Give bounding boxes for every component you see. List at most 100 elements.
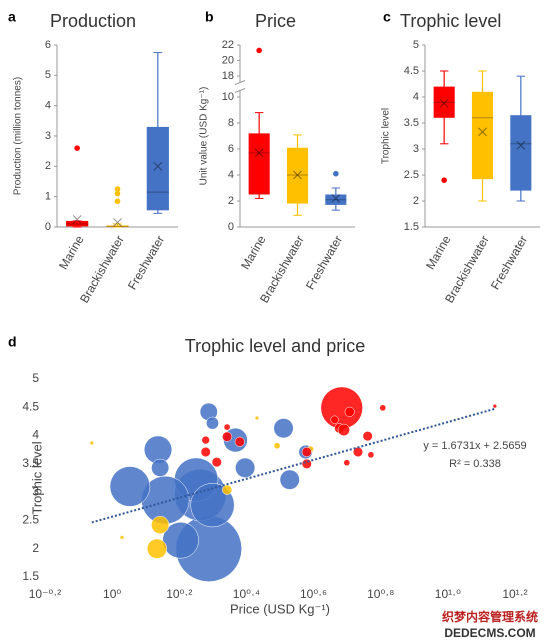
y-tick-label: 20 bbox=[222, 54, 234, 66]
x-tick-label: Brackishwater bbox=[77, 233, 127, 305]
bubble bbox=[119, 535, 125, 540]
x-tick-label: 10¹·² bbox=[502, 587, 527, 601]
trendline bbox=[91, 407, 496, 524]
y-tick-label: 1 bbox=[45, 191, 51, 203]
axis-break bbox=[234, 88, 246, 93]
y-tick-label: 0 bbox=[228, 221, 234, 233]
bubble bbox=[330, 415, 339, 424]
panel-label: b bbox=[205, 9, 214, 25]
y-tick-label: 4 bbox=[32, 428, 39, 442]
y-axis-label: Production (million tonnes) bbox=[13, 77, 24, 195]
y-tick-label: 2.5 bbox=[404, 169, 419, 181]
x-tick-label: Marine bbox=[56, 233, 87, 272]
y-tick-label: 22 bbox=[222, 39, 234, 51]
y-axis-label: Trophic level bbox=[381, 108, 392, 164]
y-tick-label: 3.5 bbox=[404, 117, 419, 129]
outlier bbox=[114, 186, 121, 192]
y-tick-label: 2.5 bbox=[22, 513, 39, 527]
y-tick-label: 2 bbox=[228, 195, 234, 207]
bubble bbox=[211, 457, 222, 468]
x-tick-label: Freshwater bbox=[303, 233, 345, 292]
watermark: 织梦内容管理系统 bbox=[442, 609, 538, 624]
axis-break bbox=[234, 80, 246, 85]
outlier bbox=[114, 198, 121, 205]
y-tick-label: 5 bbox=[32, 371, 39, 385]
outlier bbox=[256, 47, 262, 54]
y-tick-label: 0 bbox=[45, 221, 51, 233]
bubble bbox=[367, 451, 375, 459]
mean-marker bbox=[72, 215, 82, 224]
bubble bbox=[362, 431, 373, 442]
mean-marker bbox=[516, 141, 526, 150]
box bbox=[106, 225, 129, 227]
x-tick-label: Freshwater bbox=[488, 233, 530, 292]
y-tick-label: 4.5 bbox=[22, 399, 39, 413]
bubble bbox=[273, 442, 281, 450]
outlier bbox=[114, 190, 121, 197]
bubble bbox=[162, 521, 199, 559]
x-tick-label: 10⁰·⁶ bbox=[300, 587, 327, 601]
y-tick-label: 2 bbox=[32, 541, 39, 555]
bubble bbox=[379, 404, 387, 412]
bubble bbox=[206, 416, 219, 430]
bubble bbox=[222, 484, 233, 495]
bubble bbox=[109, 466, 151, 507]
x-tick-label: 10⁰·² bbox=[166, 587, 192, 601]
y-tick-label: 4.5 bbox=[404, 65, 419, 77]
bubble bbox=[234, 436, 245, 447]
y-tick-label: 8 bbox=[228, 117, 234, 129]
mean-marker bbox=[113, 218, 122, 227]
y-axis-label: Unit value (USD Kg⁻¹) bbox=[199, 87, 210, 186]
panel-label: a bbox=[8, 9, 16, 25]
chart-title: Trophic level and price bbox=[185, 336, 365, 356]
y-tick-label: 4 bbox=[45, 100, 51, 112]
mean-marker bbox=[331, 194, 341, 203]
y-tick-label: 1.5 bbox=[22, 569, 39, 583]
box bbox=[248, 133, 270, 195]
x-tick-label: 10⁻⁰·² bbox=[29, 587, 61, 601]
mean-marker bbox=[254, 148, 264, 158]
y-tick-label: 18 bbox=[222, 70, 234, 82]
y-tick-label: 6 bbox=[45, 39, 51, 51]
panel-label: d bbox=[8, 334, 17, 350]
y-tick-label: 1.5 bbox=[404, 221, 419, 233]
bubble bbox=[151, 515, 170, 534]
trendline-equation: y = 1.6731x + 2.5659 bbox=[423, 440, 526, 452]
bubble bbox=[254, 415, 260, 421]
bubble bbox=[492, 403, 498, 409]
mean-marker bbox=[439, 98, 449, 108]
y-tick-label: 3 bbox=[413, 143, 419, 155]
bubble bbox=[344, 406, 355, 417]
y-tick-label: 5 bbox=[45, 69, 51, 81]
box bbox=[146, 126, 169, 211]
chart-title: Price bbox=[255, 11, 296, 31]
outlier bbox=[333, 170, 339, 177]
bubble bbox=[222, 431, 233, 442]
panel-label: c bbox=[383, 9, 391, 25]
chart-title: Production bbox=[50, 11, 136, 31]
bubble bbox=[301, 446, 312, 458]
bubble bbox=[343, 459, 351, 467]
bubble bbox=[235, 457, 256, 478]
x-tick-label: Freshwater bbox=[125, 233, 167, 292]
outlier bbox=[441, 177, 447, 183]
box bbox=[286, 147, 309, 204]
y-tick-label: 3 bbox=[45, 130, 51, 142]
bubble bbox=[320, 386, 363, 430]
y-tick-label: 3.5 bbox=[22, 456, 39, 470]
x-tick-label: Marine bbox=[238, 233, 269, 272]
y-tick-label: 5 bbox=[413, 39, 419, 51]
chart-title: Trophic level bbox=[400, 11, 501, 31]
bubble bbox=[279, 469, 300, 490]
bubble bbox=[200, 446, 211, 458]
mean-marker bbox=[293, 170, 302, 180]
y-tick-label: 3 bbox=[32, 484, 39, 498]
trendline-r2: R² = 0.338 bbox=[449, 458, 501, 470]
bubble bbox=[337, 423, 350, 437]
y-tick-label: 2 bbox=[45, 160, 51, 172]
box bbox=[471, 91, 494, 180]
bubble bbox=[223, 423, 231, 431]
y-tick-label: 6 bbox=[228, 143, 234, 155]
y-tick-label: 10 bbox=[222, 91, 234, 103]
